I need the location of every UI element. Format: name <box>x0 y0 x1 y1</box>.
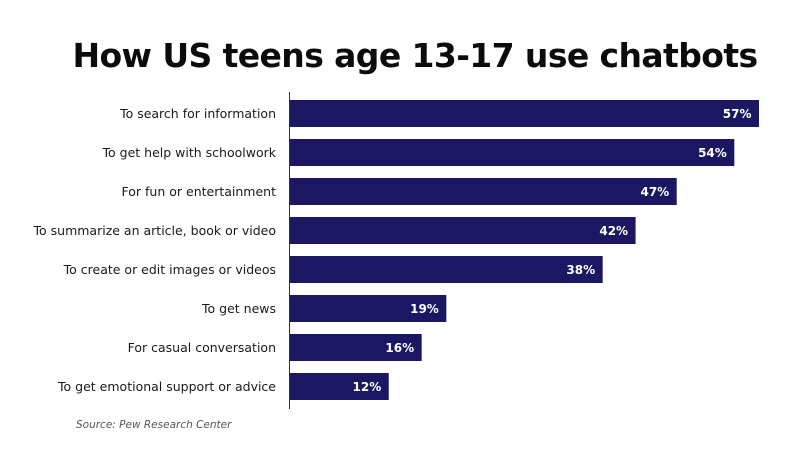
category-label: To summarize an article, book or video <box>33 223 276 238</box>
bar <box>290 217 636 244</box>
category-label: To get help with schoolwork <box>102 145 277 160</box>
value-label: 16% <box>385 341 414 355</box>
source-note: Source: Pew Research Center <box>76 419 232 431</box>
bar <box>290 295 447 322</box>
value-label: 42% <box>599 224 628 238</box>
value-label: 38% <box>566 263 595 277</box>
bar <box>290 373 389 400</box>
category-label: To get emotional support or advice <box>57 379 276 394</box>
value-label: 12% <box>353 380 382 394</box>
category-label: To search for information <box>119 106 276 121</box>
chart-title: How US teens age 13-17 use chatbots <box>72 36 758 75</box>
bar <box>290 139 735 166</box>
value-label: 57% <box>723 107 752 121</box>
value-label: 47% <box>640 185 669 199</box>
category-label: To create or edit images or videos <box>63 262 276 277</box>
category-label: To get news <box>201 301 276 316</box>
bars-group: To search for information 57% To get help … <box>33 100 759 400</box>
category-label: For fun or entertainment <box>122 184 277 199</box>
bar <box>290 256 603 283</box>
value-label: 54% <box>698 146 727 160</box>
bar <box>290 178 677 205</box>
category-label: For casual conversation <box>128 340 276 355</box>
bar <box>290 100 759 127</box>
bar <box>290 334 422 361</box>
value-label: 19% <box>410 302 439 316</box>
